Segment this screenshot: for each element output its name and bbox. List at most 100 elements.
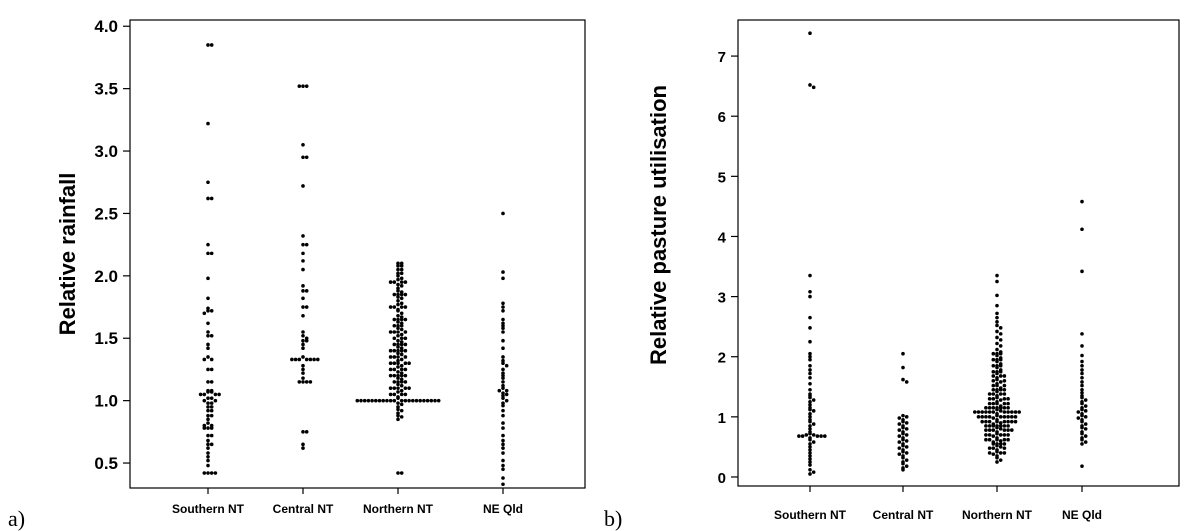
x-category-label: Central NT [273,502,334,516]
data-point [362,398,367,403]
y-tick-label: 3.5 [94,80,118,99]
data-point [823,434,827,438]
data-point [501,380,505,384]
chart-panel-b: Relative pasture utilisation b) 0 1 2 3 4 5 6 7… [600,0,1191,531]
data-point [811,433,816,437]
data-point [800,434,805,438]
data-point [1006,437,1010,442]
data-point [808,427,812,431]
data-point [206,390,210,394]
data-point [987,428,992,432]
y-ticks-b: 0 1 2 3 4 5 6 7 [718,49,738,487]
data-point [1006,433,1010,437]
data-point [1080,431,1084,436]
data-point [998,439,1003,443]
data-point [396,348,400,353]
data-point [399,336,404,341]
data-point [1002,428,1007,432]
data-point [995,293,999,298]
data-point [901,365,905,370]
data-point [501,458,505,463]
data-point [392,373,397,378]
data-point [399,371,404,375]
data-point [1006,424,1010,428]
data-point [901,449,905,454]
data-point [1002,424,1007,428]
data-point [392,355,397,359]
data-point [399,317,404,322]
data-point [396,330,400,334]
data-point [808,463,812,467]
y-tick-label: 5 [718,169,726,186]
data-point [995,311,999,316]
data-point [209,423,214,428]
data-point [399,352,404,357]
data-point [1083,427,1088,431]
data-point [995,329,999,334]
data-point [399,377,404,382]
data-point [209,413,214,418]
data-point [501,438,505,443]
data-point [991,392,996,396]
data-point [501,426,505,430]
data-point [392,280,397,284]
data-point [808,375,812,380]
data-point [403,305,408,309]
data-point [206,346,210,351]
data-point [808,467,812,472]
data-point [998,406,1003,410]
data-point [396,333,400,338]
data-point [209,396,214,400]
data-point [202,357,207,362]
data-point [501,355,505,359]
data-point [980,419,984,424]
data-point [396,361,400,366]
data-point [206,308,210,313]
data-point [808,472,812,476]
y-tick-label: 7 [718,49,726,66]
data-point [206,446,210,450]
data-point [301,430,305,434]
data-point [396,380,400,384]
data-point [411,398,415,403]
data-point [399,373,404,378]
data-point [396,323,400,328]
data-point [991,397,996,401]
y-tick-label: 3 [718,290,726,307]
data-point [396,317,400,322]
data-point [897,422,902,426]
data-point [399,342,404,347]
data-point [808,460,812,464]
data-point [209,390,214,394]
data-point [808,354,812,359]
data-point [1080,227,1084,232]
data-point [209,357,214,362]
data-point [399,340,404,344]
data-point [904,445,909,449]
data-point [396,271,400,276]
data-point [901,351,905,356]
data-point [396,358,400,363]
data-point [316,357,320,362]
data-point [403,348,408,353]
data-point [403,398,408,403]
data-point [202,311,207,316]
data-point [1080,387,1084,392]
data-point [1013,419,1018,424]
data-point [897,416,902,420]
data-point [403,355,408,359]
data-point [501,442,505,447]
data-point [897,434,902,438]
data-point [901,431,905,436]
data-point [396,274,400,278]
data-point [392,305,397,309]
data-point [987,451,992,455]
data-point [407,398,411,403]
data-point [904,415,909,419]
data-point [392,398,397,403]
data-point [904,451,909,455]
data-point [984,415,988,419]
y-tick-label: 1.0 [94,392,118,411]
data-point [206,442,210,447]
data-point [998,415,1003,419]
